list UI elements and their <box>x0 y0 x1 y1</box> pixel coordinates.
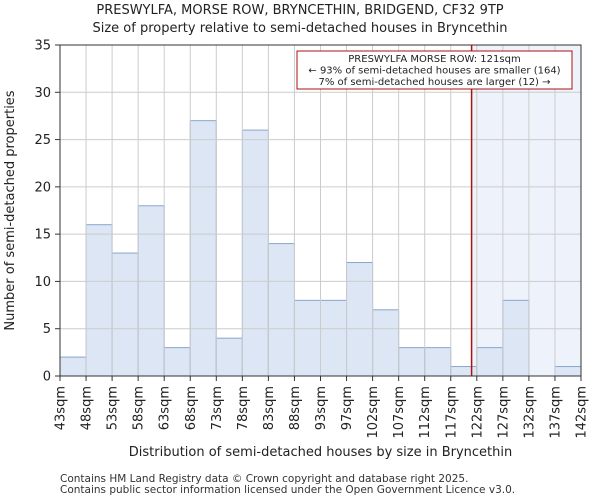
y-tick-label: 20 <box>34 180 51 195</box>
annotation-property-label: PRESWYLFA MORSE ROW: 121sqm <box>348 54 520 65</box>
x-tick-label: 63sqm <box>158 386 173 430</box>
y-tick-label: 15 <box>34 228 51 243</box>
histogram-bar <box>554 366 582 377</box>
x-tick-label: 122sqm <box>470 386 485 439</box>
y-tick-label: 10 <box>34 275 51 290</box>
histogram-bar <box>293 299 322 377</box>
histogram-bar <box>189 120 217 377</box>
annotation-larger-text: 7% of semi-detached houses are larger (1… <box>318 77 550 88</box>
histogram-bar <box>111 252 139 377</box>
x-tick-label: 137sqm <box>548 386 563 439</box>
footer-copyright: Contains HM Land Registry data © Crown c… <box>60 473 469 485</box>
histogram-bar <box>59 356 87 377</box>
y-tick-label: 0 <box>43 370 51 385</box>
x-tick-label: 117sqm <box>444 386 459 439</box>
x-tick-label: 53sqm <box>106 386 121 430</box>
histogram-bar <box>372 309 400 377</box>
histogram-bar <box>215 337 243 377</box>
histogram-bar <box>502 299 530 377</box>
x-tick-label: 68sqm <box>184 386 199 430</box>
x-tick-label: 132sqm <box>522 386 537 439</box>
x-tick-label: 78sqm <box>236 386 251 430</box>
y-tick-label: 35 <box>34 39 51 54</box>
histogram-bar <box>137 205 165 377</box>
x-axis-label: Distribution of semi-detached houses by … <box>129 445 513 460</box>
histogram-bar <box>241 129 269 377</box>
histogram-bar <box>476 347 504 377</box>
x-tick-label: 93sqm <box>314 386 329 430</box>
chart-title: PRESWYLFA, MORSE ROW, BRYNCETHIN, BRIDGE… <box>96 3 504 18</box>
x-tick-label: 43sqm <box>54 386 69 430</box>
histogram-bar <box>85 224 113 377</box>
x-tick-label: 142sqm <box>575 386 590 439</box>
x-tick-label: 83sqm <box>262 386 277 430</box>
histogram-bar <box>267 243 295 377</box>
footer-licence: Contains public sector information licen… <box>60 484 516 496</box>
y-tick-label: 30 <box>34 86 51 101</box>
histogram-bar <box>320 299 348 377</box>
annotation-box <box>296 50 573 90</box>
x-tick-label: 58sqm <box>132 386 147 430</box>
y-axis-label: Number of semi-detached properties <box>3 90 18 330</box>
x-tick-label: 107sqm <box>392 386 407 439</box>
histogram-bar <box>163 347 191 377</box>
histogram-bar <box>450 366 478 377</box>
x-tick-label: 97sqm <box>340 386 355 430</box>
x-tick-label: 127sqm <box>496 386 511 439</box>
y-tick-label: 25 <box>34 133 51 148</box>
x-tick-label: 88sqm <box>288 386 303 430</box>
x-tick-label: 102sqm <box>366 386 381 439</box>
histogram-bar <box>346 262 374 377</box>
chart-subtitle: Size of property relative to semi-detach… <box>92 21 508 36</box>
x-tick-label: 112sqm <box>418 386 433 439</box>
histogram-bar <box>398 347 426 377</box>
y-tick-label: 5 <box>43 322 51 337</box>
annotation-smaller-text: ← 93% of semi-detached houses are smalle… <box>308 66 560 77</box>
x-tick-label: 48sqm <box>80 386 95 430</box>
x-tick-label: 73sqm <box>210 386 225 430</box>
histogram-bar <box>424 347 452 377</box>
